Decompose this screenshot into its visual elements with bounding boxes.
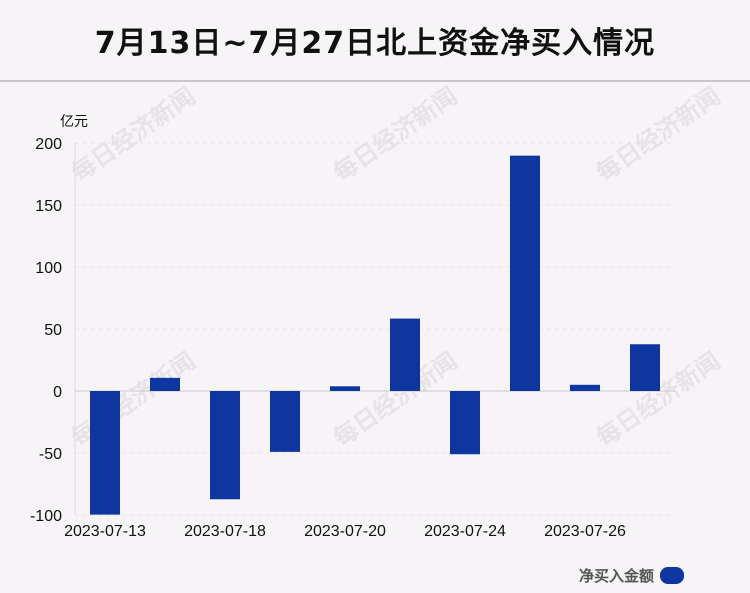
y-tick-label: 100 <box>35 260 62 277</box>
y-tick-label: 200 <box>35 136 62 153</box>
y-tick-label: -100 <box>30 508 62 525</box>
y-tick-labels: 200 150 100 50 0 -50 -100 <box>30 136 62 525</box>
x-tick-label: 2023-07-20 <box>304 523 386 540</box>
bar-2023-07-24 <box>450 391 480 455</box>
x-tick-label: 2023-07-26 <box>544 523 626 540</box>
bar-2023-07-26 <box>570 384 600 391</box>
bar-2023-07-18 <box>210 391 240 500</box>
bar-2023-07-19 <box>270 391 300 452</box>
bars <box>90 155 660 515</box>
gridlines <box>75 142 675 516</box>
title-divider <box>0 80 750 82</box>
y-tick-label: 50 <box>44 322 62 339</box>
chart-title: 7月13日~7月27日北上资金净买入情况 <box>94 26 656 61</box>
x-tick-label: 2023-07-18 <box>184 523 266 540</box>
x-tick-label: 2023-07-24 <box>424 523 506 540</box>
legend-swatch <box>660 567 684 584</box>
bar-2023-07-13 <box>90 391 120 515</box>
bar-2023-07-20 <box>330 386 360 391</box>
bar-2023-07-14 <box>150 377 180 391</box>
y-tick-label: 0 <box>53 384 62 401</box>
bar-2023-07-21 <box>390 318 420 391</box>
y-tick-label: 150 <box>35 198 62 215</box>
bar-2023-07-25 <box>510 155 540 391</box>
y-tick-label: -50 <box>39 446 62 463</box>
x-tick-label: 2023-07-13 <box>64 523 146 540</box>
y-axis-unit: 亿元 <box>60 114 88 130</box>
legend-label: 净买入金额 <box>578 567 654 585</box>
bar-2023-07-27 <box>630 344 660 391</box>
legend: 净买入金额 <box>579 565 684 586</box>
x-tick-labels: 2023-07-13 2023-07-18 2023-07-20 2023-07-24… <box>64 523 626 540</box>
